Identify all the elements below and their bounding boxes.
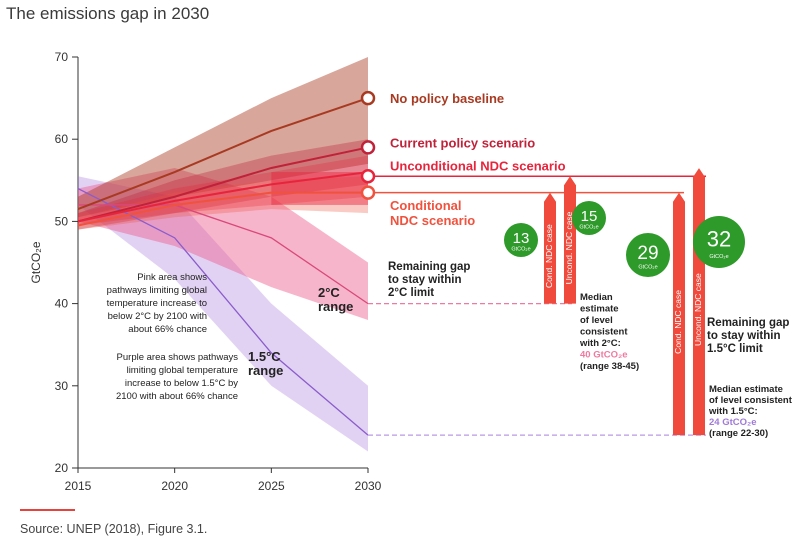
median-2c-annotation: of level bbox=[580, 315, 613, 326]
gap-bar bbox=[673, 192, 685, 436]
scenario-end-marker bbox=[360, 90, 376, 106]
y-tick-label: 30 bbox=[55, 379, 69, 393]
median-15c-annotation: with 1.5°C: bbox=[708, 406, 758, 417]
gap-15c-annotation: to stay within bbox=[707, 330, 780, 342]
gap-2c-annotation: 2°C limit bbox=[388, 287, 434, 299]
y-tick-label: 50 bbox=[55, 214, 69, 228]
gap-value-circle bbox=[626, 233, 670, 277]
gap-value-circle bbox=[572, 201, 606, 235]
series-band bbox=[78, 176, 368, 452]
median-15c-annotation: of level consistent bbox=[709, 395, 793, 406]
gap-bar bbox=[564, 176, 576, 304]
label-cond-ndc-2: NDC scenario bbox=[390, 213, 475, 228]
purple-area-note: limiting global temperature bbox=[127, 365, 238, 376]
gap-2c-annotation: Remaining gap bbox=[388, 261, 470, 273]
median-2c-annotation: with 2°C: bbox=[579, 338, 621, 349]
series-band bbox=[78, 155, 368, 226]
series-band bbox=[78, 176, 368, 230]
median-2c-annotation: consistent bbox=[580, 327, 628, 338]
source-accent-line bbox=[20, 509, 75, 511]
median-2c-annotation: Median bbox=[580, 292, 613, 303]
ndc-range-box bbox=[271, 172, 368, 205]
label-current-policy: Current policy scenario bbox=[390, 135, 535, 150]
purple-area-note: 2100 with about 66% chance bbox=[116, 391, 238, 402]
range-15c-label: range bbox=[248, 363, 283, 378]
gap-bar bbox=[544, 192, 556, 304]
y-tick-label: 60 bbox=[55, 132, 69, 146]
range-2c-label: 2°C bbox=[318, 285, 340, 300]
pink-area-note: temperature increase to bbox=[107, 298, 207, 309]
pink-area-note: Pink area shows bbox=[137, 272, 207, 283]
pink-area-note: below 2°C by 2100 with bbox=[108, 311, 207, 322]
scenario-end-marker bbox=[360, 140, 376, 155]
page-title: The emissions gap in 2030 bbox=[6, 4, 210, 23]
median-15c-annotation: Median estimate bbox=[709, 384, 783, 395]
gap-value-unit: GtCO₂e bbox=[511, 247, 530, 253]
series-line bbox=[77, 191, 368, 227]
range-2c-label: range bbox=[318, 299, 353, 314]
x-tick-label: 2025 bbox=[258, 479, 285, 493]
scenario-end-marker bbox=[360, 185, 376, 200]
gap-15c-annotation: Remaining gap bbox=[707, 317, 789, 329]
series-line bbox=[77, 97, 369, 211]
series-line bbox=[77, 171, 369, 223]
label-no-policy: No policy baseline bbox=[390, 91, 504, 106]
gap-value: 15 bbox=[581, 208, 598, 225]
median-15c-range: (range 22-30) bbox=[709, 428, 768, 439]
source-note: Source: UNEP (2018), Figure 3.1. bbox=[20, 522, 208, 536]
series-line bbox=[77, 187, 369, 436]
range-15c-label: 1.5°C bbox=[248, 349, 281, 364]
pink-area-note: pathways limiting global bbox=[107, 285, 207, 296]
gap-value: 32 bbox=[707, 226, 731, 251]
y-axis-label: GtCO₂e bbox=[29, 241, 43, 283]
gap-value-circle bbox=[693, 216, 745, 268]
purple-area-note: increase to below 1.5°C by bbox=[125, 378, 238, 389]
series-band bbox=[78, 139, 368, 230]
gap-bar-label: Uncond. NDC case bbox=[693, 273, 703, 346]
gap-value: 29 bbox=[637, 243, 658, 264]
median-2c-annotation: estimate bbox=[580, 304, 619, 315]
x-tick-label: 2015 bbox=[65, 479, 92, 493]
pink-area-note: about 66% chance bbox=[128, 324, 207, 335]
y-tick-label: 70 bbox=[55, 50, 69, 64]
gap-value-circle bbox=[504, 223, 538, 257]
gap-value: 13 bbox=[513, 230, 530, 247]
gap-bar-label: Cond. NDC case bbox=[544, 224, 554, 288]
median-2c-range: (range 38-45) bbox=[580, 361, 639, 372]
gap-2c-annotation: to stay within bbox=[388, 274, 461, 286]
median-2c-value: 40 GtCO₂e bbox=[580, 350, 628, 361]
series-band bbox=[78, 57, 368, 218]
label-uncond-ndc: Unconditional NDC scenario bbox=[390, 159, 566, 174]
purple-area-note: Purple area shows pathways bbox=[117, 352, 239, 363]
label-cond-ndc-1: Conditional bbox=[390, 198, 462, 213]
x-tick-label: 2030 bbox=[355, 479, 382, 493]
gap-bar-label: Uncond. NDC case bbox=[564, 211, 574, 284]
gap-value-unit: GtCO₂e bbox=[579, 225, 598, 231]
gap-bar-label: Cond. NDC case bbox=[673, 290, 683, 354]
y-tick-label: 40 bbox=[55, 297, 69, 311]
series-line bbox=[78, 204, 369, 305]
gap-value-unit: GtCO₂e bbox=[709, 254, 728, 260]
median-15c-value: 24 GtCO₂e bbox=[709, 417, 757, 428]
x-tick-label: 2020 bbox=[161, 479, 188, 493]
scenario-end-marker bbox=[360, 168, 376, 184]
gap-15c-annotation: 1.5°C limit bbox=[707, 343, 763, 355]
y-tick-label: 20 bbox=[55, 461, 69, 475]
series-line bbox=[77, 146, 369, 223]
gap-value-unit: GtCO₂e bbox=[638, 265, 657, 271]
